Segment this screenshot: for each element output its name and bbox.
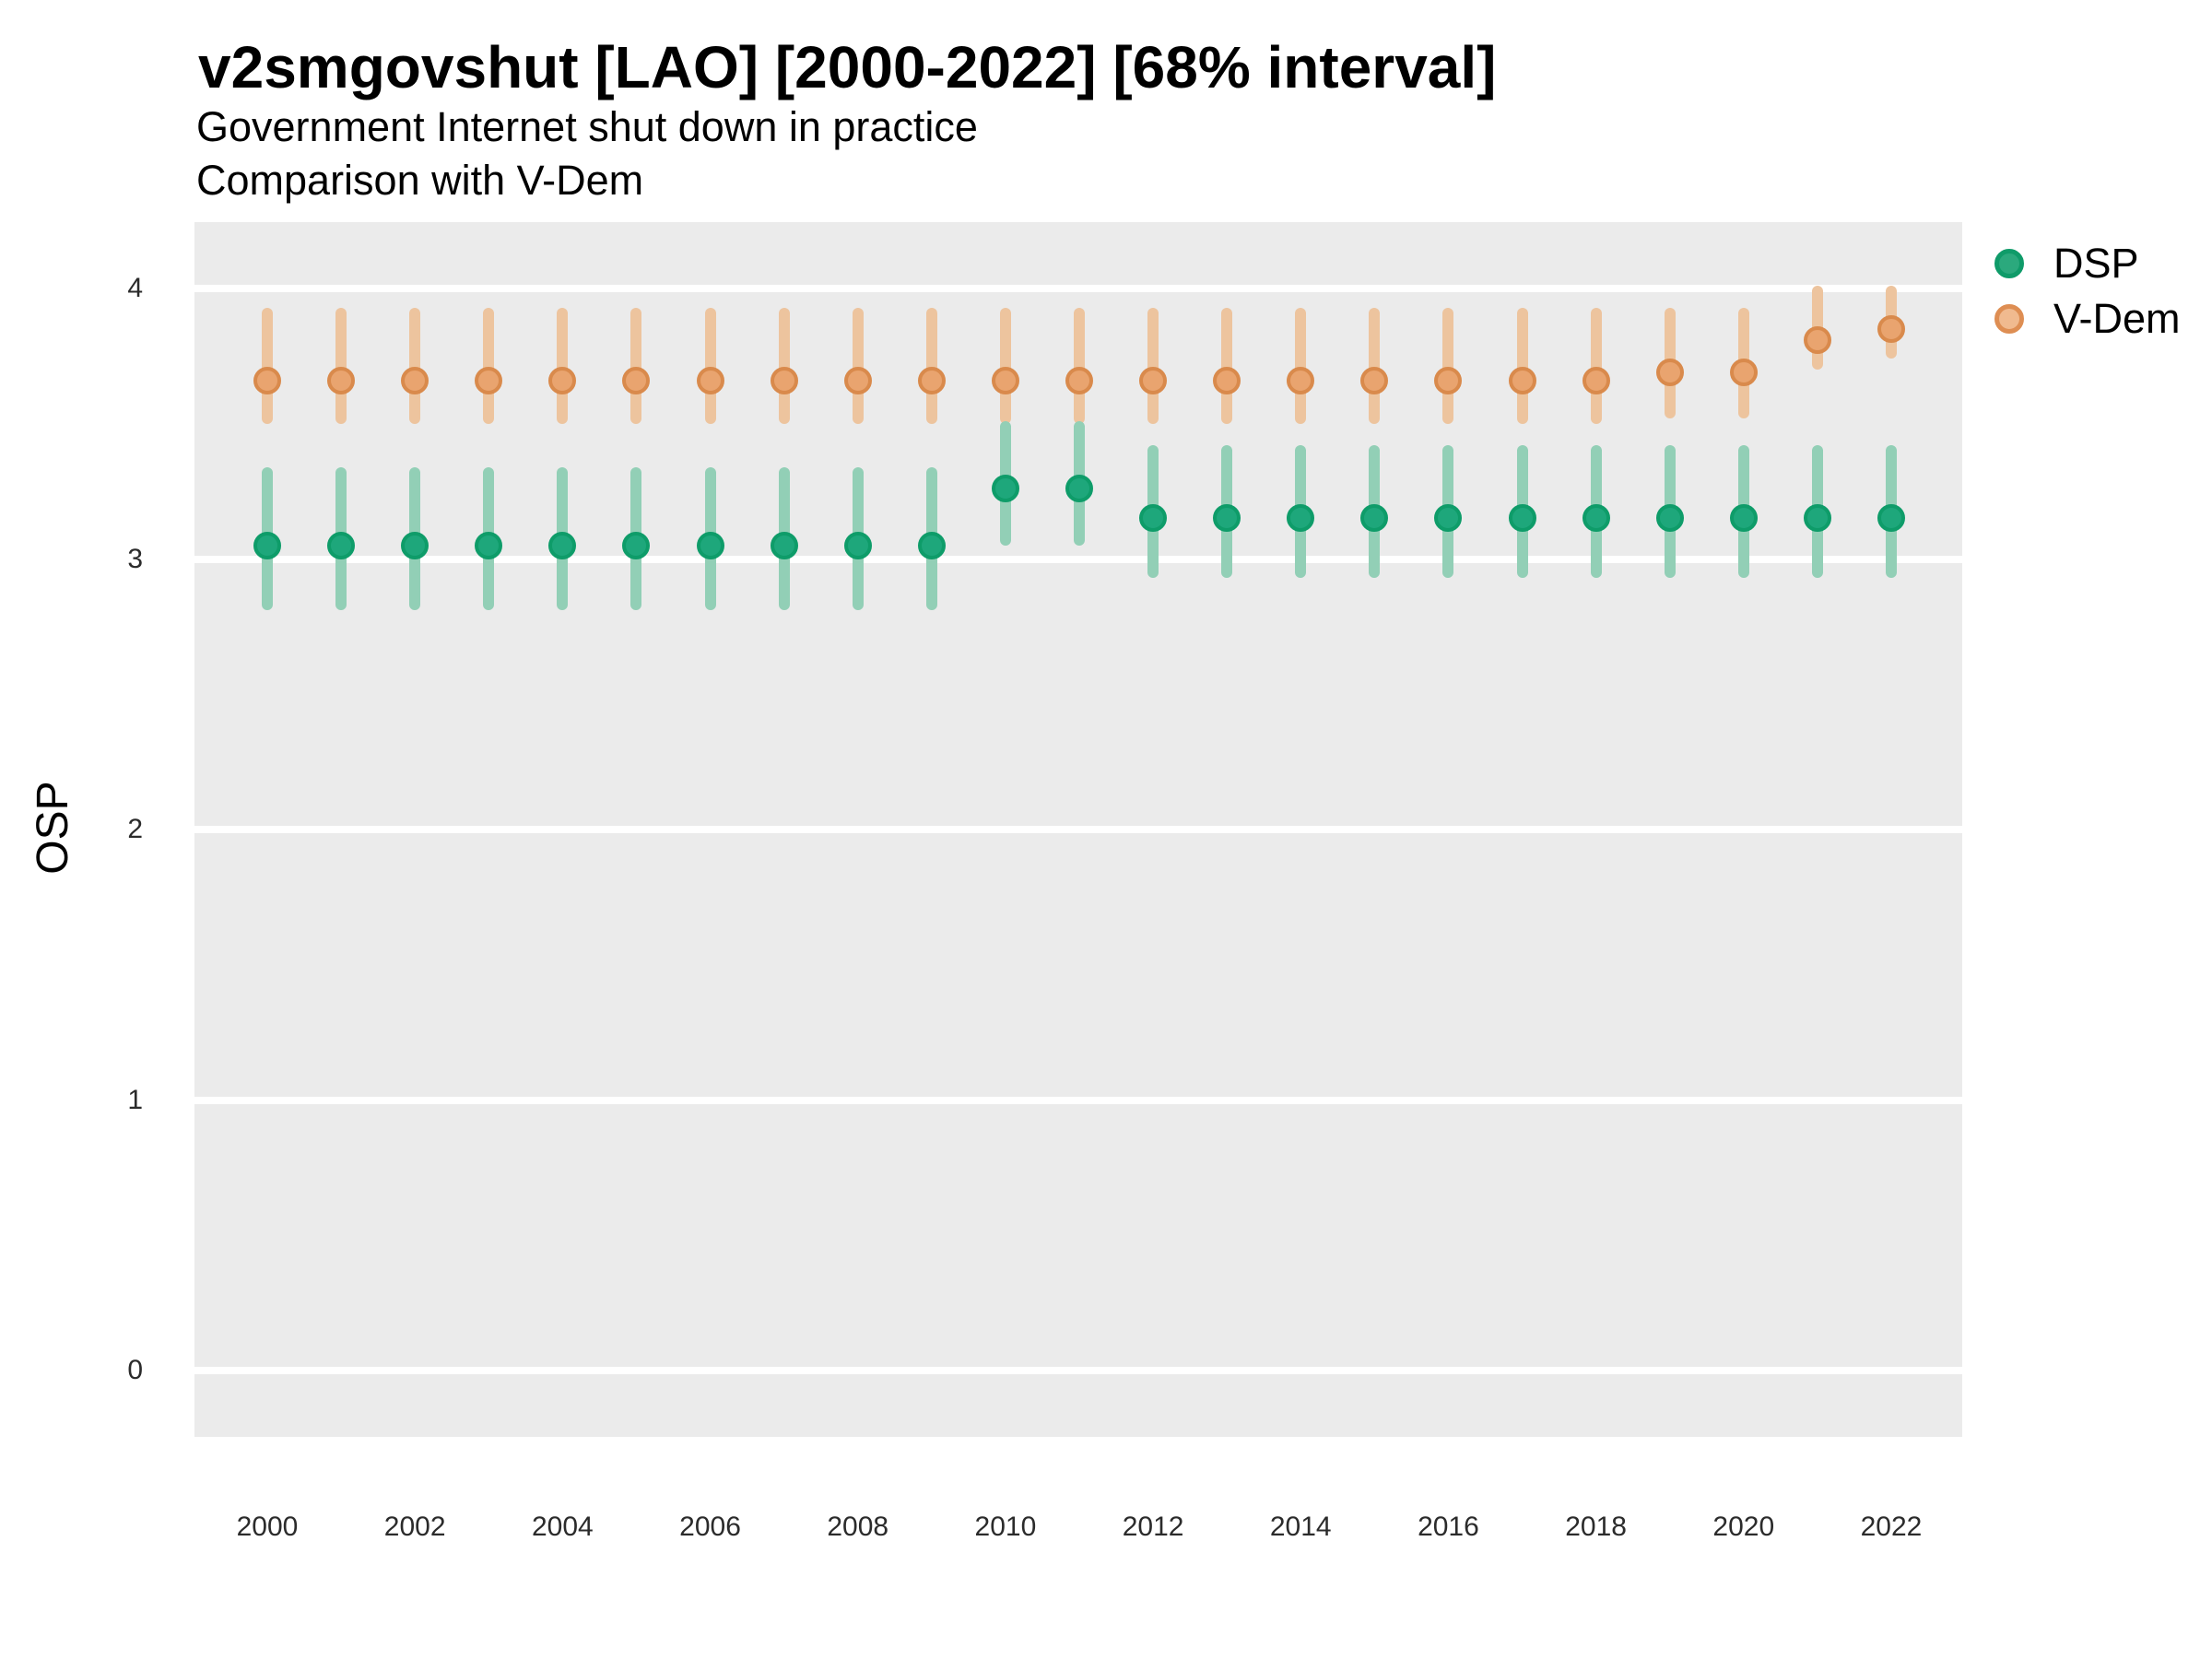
vdem-point-2009 <box>917 366 946 394</box>
x-tick-label-2002: 2002 <box>383 1512 446 1542</box>
dsp-point-2014 <box>1287 504 1315 533</box>
vdem-point-2001 <box>327 366 356 394</box>
x-tick-label-2022: 2022 <box>1860 1512 1923 1542</box>
x-tick-label-2008: 2008 <box>827 1512 889 1542</box>
vdem-interval-2008 <box>852 307 864 424</box>
vdem-interval-2000 <box>262 307 273 424</box>
dsp-point-2020 <box>1729 504 1758 533</box>
x-tick-label-2010: 2010 <box>974 1512 1037 1542</box>
legend-label-dsp: DSP <box>2053 240 2139 287</box>
vdem-interval-2003 <box>483 307 495 424</box>
gridline-y-4 <box>194 285 1962 292</box>
y-tick-label-4: 4 <box>127 273 143 303</box>
chart-subtitle-line2: Comparison with V-Dem <box>196 157 644 204</box>
x-tick-label-2020: 2020 <box>1712 1512 1775 1542</box>
vdem-interval-2001 <box>335 307 347 424</box>
gridline-y-1 <box>194 1096 1962 1104</box>
dsp-point-2009 <box>917 531 946 559</box>
gridline-y-3 <box>194 555 1962 563</box>
vdem-interval-2016 <box>1442 307 1454 424</box>
y-tick-label-0: 0 <box>127 1355 143 1385</box>
legend-dot-vdem <box>1994 304 2024 334</box>
vdem-point-2002 <box>401 366 429 394</box>
chart-subtitle-line1: Government Internet shut down in practic… <box>196 103 978 150</box>
vdem-point-2013 <box>1213 366 1241 394</box>
dsp-point-2001 <box>327 531 356 559</box>
dsp-point-2005 <box>622 531 651 559</box>
vdem-point-2006 <box>696 366 724 394</box>
dsp-point-2000 <box>253 531 281 559</box>
vdem-point-2005 <box>622 366 651 394</box>
legend-dot-dsp <box>1994 249 2024 278</box>
vdem-point-2014 <box>1287 366 1315 394</box>
x-tick-label-2004: 2004 <box>531 1512 594 1542</box>
vdem-point-2018 <box>1582 366 1610 394</box>
dsp-point-2019 <box>1655 504 1684 533</box>
vdem-point-2004 <box>548 366 577 394</box>
x-tick-label-2018: 2018 <box>1565 1512 1627 1542</box>
vdem-point-2020 <box>1729 358 1758 386</box>
vdem-interval-2002 <box>409 307 421 424</box>
vdem-point-2015 <box>1360 366 1389 394</box>
dsp-point-2022 <box>1877 504 1905 533</box>
x-tick-label-2006: 2006 <box>679 1512 741 1542</box>
vdem-point-2007 <box>770 366 798 394</box>
x-tick-label-2014: 2014 <box>1269 1512 1332 1542</box>
vdem-interval-2004 <box>557 307 569 424</box>
vdem-point-2022 <box>1877 315 1905 344</box>
vdem-interval-2007 <box>778 307 790 424</box>
y-tick-label-3: 3 <box>127 543 143 574</box>
dsp-point-2002 <box>401 531 429 559</box>
dsp-point-2011 <box>1065 475 1093 503</box>
dsp-point-2018 <box>1582 504 1610 533</box>
vdem-interval-2005 <box>630 307 642 424</box>
vdem-point-2003 <box>475 366 503 394</box>
vdem-interval-2011 <box>1073 307 1085 424</box>
dsp-point-2021 <box>1803 504 1831 533</box>
x-tick-label-2000: 2000 <box>236 1512 299 1542</box>
plot-panel <box>194 222 1962 1437</box>
dsp-point-2003 <box>475 531 503 559</box>
dsp-point-2017 <box>1508 504 1536 533</box>
vdem-point-2010 <box>991 366 1019 394</box>
x-tick-label-2012: 2012 <box>1122 1512 1184 1542</box>
dsp-point-2008 <box>843 531 872 559</box>
dsp-point-2013 <box>1213 504 1241 533</box>
vdem-interval-2009 <box>925 307 937 424</box>
vdem-point-2021 <box>1803 325 1831 354</box>
vdem-interval-2015 <box>1369 307 1381 424</box>
y-tick-label-1: 1 <box>127 1084 143 1115</box>
gridline-y-0 <box>194 1367 1962 1374</box>
dsp-point-2006 <box>696 531 724 559</box>
vdem-interval-2017 <box>1516 307 1528 424</box>
x-tick-label-2016: 2016 <box>1418 1512 1479 1542</box>
dsp-point-2007 <box>770 531 798 559</box>
vdem-point-2016 <box>1434 366 1463 394</box>
vdem-interval-2013 <box>1221 307 1233 424</box>
gridline-y-2 <box>194 826 1962 833</box>
vdem-point-2000 <box>253 366 281 394</box>
vdem-point-2017 <box>1508 366 1536 394</box>
legend-label-vdem: V-Dem <box>2053 295 2181 342</box>
dsp-point-2010 <box>991 475 1019 503</box>
y-tick-label-2: 2 <box>127 814 143 844</box>
vdem-interval-2006 <box>704 307 716 424</box>
vdem-point-2012 <box>1139 366 1168 394</box>
dsp-point-2016 <box>1434 504 1463 533</box>
dsp-point-2004 <box>548 531 577 559</box>
vdem-interval-2018 <box>1590 307 1602 424</box>
vdem-point-2019 <box>1655 358 1684 386</box>
vdem-point-2008 <box>843 366 872 394</box>
vdem-point-2011 <box>1065 366 1093 394</box>
dsp-point-2015 <box>1360 504 1389 533</box>
dsp-point-2012 <box>1139 504 1168 533</box>
chart-title: v2smgovshut [LAO] [2000-2022] [68% inter… <box>198 34 1497 100</box>
vdem-interval-2010 <box>999 307 1011 424</box>
vdem-interval-2012 <box>1147 307 1159 424</box>
vdem-interval-2014 <box>1295 307 1307 424</box>
